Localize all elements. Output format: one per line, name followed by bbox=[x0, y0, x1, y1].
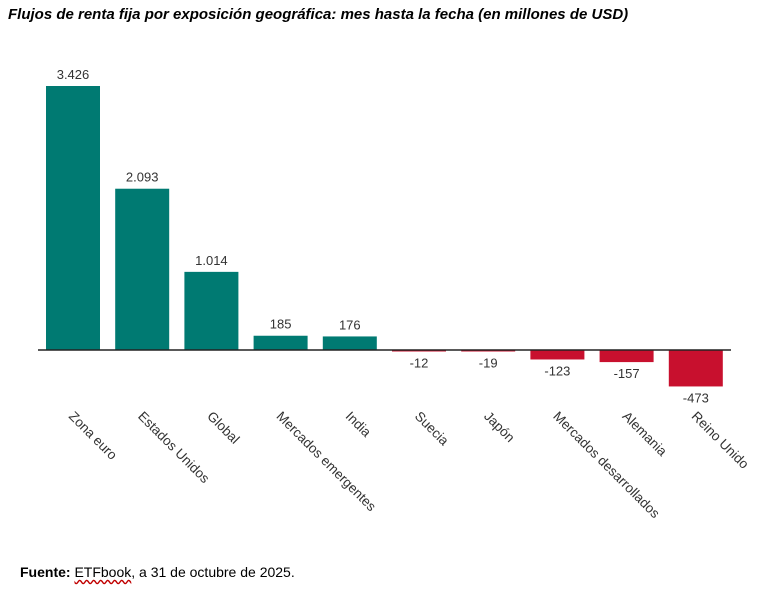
category-label: Zona euro bbox=[66, 409, 120, 463]
category-label: Reino Unido bbox=[689, 409, 752, 472]
value-label: 185 bbox=[270, 317, 292, 332]
source-label: Fuente: bbox=[20, 564, 71, 580]
value-label: -19 bbox=[479, 356, 498, 371]
source-rest: , a 31 de octubre de 2025. bbox=[131, 564, 295, 580]
category-label: Estados Unidos bbox=[135, 409, 213, 487]
category-label: India bbox=[343, 409, 375, 441]
category-label: Global bbox=[204, 409, 242, 447]
value-label: -12 bbox=[410, 356, 429, 371]
bar-8 bbox=[530, 350, 585, 360]
value-label: 2.093 bbox=[126, 170, 159, 185]
bar-5 bbox=[322, 336, 377, 350]
value-label: 176 bbox=[339, 317, 361, 332]
source-note: Fuente: ETFbook, a 31 de octubre de 2025… bbox=[20, 564, 295, 580]
bar-1 bbox=[46, 86, 100, 350]
category-label: Japón bbox=[481, 409, 518, 446]
bar-chart: 3.426 Zona euro 2.093 Estados Unidos 1.014 Gl… bbox=[38, 67, 752, 521]
source-name: ETFbook bbox=[74, 564, 132, 580]
category-label: Alemania bbox=[619, 409, 670, 460]
value-label: 3.426 bbox=[57, 67, 90, 82]
value-label: -123 bbox=[544, 363, 570, 378]
value-label: 1.014 bbox=[195, 253, 228, 268]
bar-2 bbox=[115, 188, 170, 350]
bar-4 bbox=[253, 335, 308, 350]
value-label: -473 bbox=[683, 390, 709, 405]
bar-3 bbox=[184, 271, 239, 350]
chart-title: Flujos de renta fija por exposición geog… bbox=[8, 6, 629, 23]
bar-9 bbox=[599, 350, 654, 363]
category-label: Suecia bbox=[412, 409, 452, 449]
bar-10 bbox=[668, 350, 723, 387]
value-label: -157 bbox=[614, 366, 640, 381]
